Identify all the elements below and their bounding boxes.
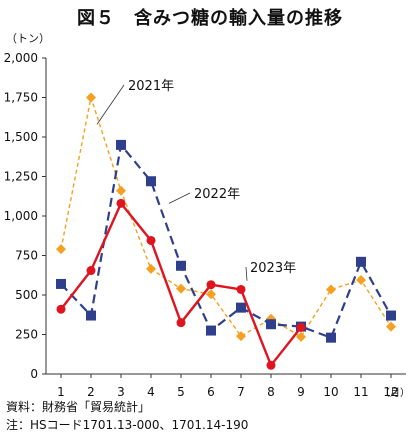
y-tick-label: 250 <box>15 328 38 342</box>
y-tick-label: 750 <box>15 249 38 263</box>
point-marker-diamond <box>386 321 396 332</box>
y-tick-label: 2,000 <box>4 51 38 65</box>
point-marker-diamond <box>206 289 216 300</box>
series-callout-line-2 <box>245 266 248 281</box>
series-line-0 <box>60 94 392 338</box>
point-marker-square <box>116 139 126 150</box>
point-marker-diamond <box>176 283 186 294</box>
series-label-1: 2022年 <box>194 187 240 202</box>
x-tick-label: 2 <box>87 385 95 399</box>
x-tick-label: 5 <box>177 385 185 399</box>
point-marker-square <box>176 260 186 271</box>
x-tick-label: 10 <box>323 385 338 399</box>
point-marker-diamond <box>146 263 156 274</box>
x-tick-label: 1 <box>57 385 65 399</box>
x-tick-label: 6 <box>207 385 215 399</box>
point-marker-diamond <box>236 331 246 342</box>
point-marker-square <box>386 310 396 321</box>
point-marker-diamond <box>296 331 306 342</box>
point-marker-square <box>206 325 216 336</box>
point-marker-circle <box>176 318 186 328</box>
series-label-2: 2023年 <box>250 261 296 276</box>
point-marker-circle <box>116 198 126 208</box>
point-marker-square <box>56 278 66 289</box>
point-marker-square <box>356 256 366 267</box>
x-tick-label: 11 <box>353 385 368 399</box>
point-marker-circle <box>236 284 246 294</box>
point-marker-square <box>86 310 96 321</box>
x-axis-unit: （月） <box>380 387 410 399</box>
y-axis-unit: （トン） <box>6 32 50 45</box>
y-tick-label: 1,250 <box>4 170 38 184</box>
point-marker-circle <box>206 280 216 290</box>
hs-code-note: 注：HSコード1701.13-000、1701.14-190 <box>6 418 249 432</box>
x-tick-label: 12 <box>383 385 398 399</box>
point-marker-diamond <box>86 92 96 103</box>
y-tick-label: 1,000 <box>4 209 38 223</box>
point-marker-diamond <box>116 185 126 196</box>
point-marker-diamond <box>326 284 336 295</box>
x-tick-label: 7 <box>237 385 245 399</box>
point-marker-circle <box>296 322 306 332</box>
point-marker-diamond <box>356 274 366 285</box>
series-callout-line-0 <box>96 84 125 125</box>
point-marker-circle <box>86 266 96 276</box>
y-tick-label: 0 <box>30 367 38 381</box>
series-line-1 <box>60 142 392 340</box>
point-marker-circle <box>146 235 156 245</box>
y-tick-label: 500 <box>15 288 38 302</box>
source-note: 資料：財務省「貿易統計」 <box>6 400 151 414</box>
point-marker-square <box>326 332 336 343</box>
x-tick-label: 4 <box>147 385 155 399</box>
x-tick-label: 3 <box>117 385 125 399</box>
point-marker-diamond <box>56 244 66 255</box>
x-tick-label: 8 <box>267 385 275 399</box>
y-tick-label: 1,750 <box>4 91 38 105</box>
x-tick-label: 9 <box>297 385 305 399</box>
point-marker-circle <box>56 304 66 314</box>
point-marker-square <box>146 176 156 187</box>
point-marker-square <box>266 319 276 330</box>
series-label-0: 2021年 <box>128 79 174 94</box>
point-marker-square <box>236 302 246 313</box>
y-tick-label: 1,500 <box>4 130 38 144</box>
point-marker-circle <box>266 360 276 370</box>
chart-title: 図５ 含みつ糖の輸入量の推移 <box>77 8 343 29</box>
series-callout-line-1 <box>168 192 191 204</box>
